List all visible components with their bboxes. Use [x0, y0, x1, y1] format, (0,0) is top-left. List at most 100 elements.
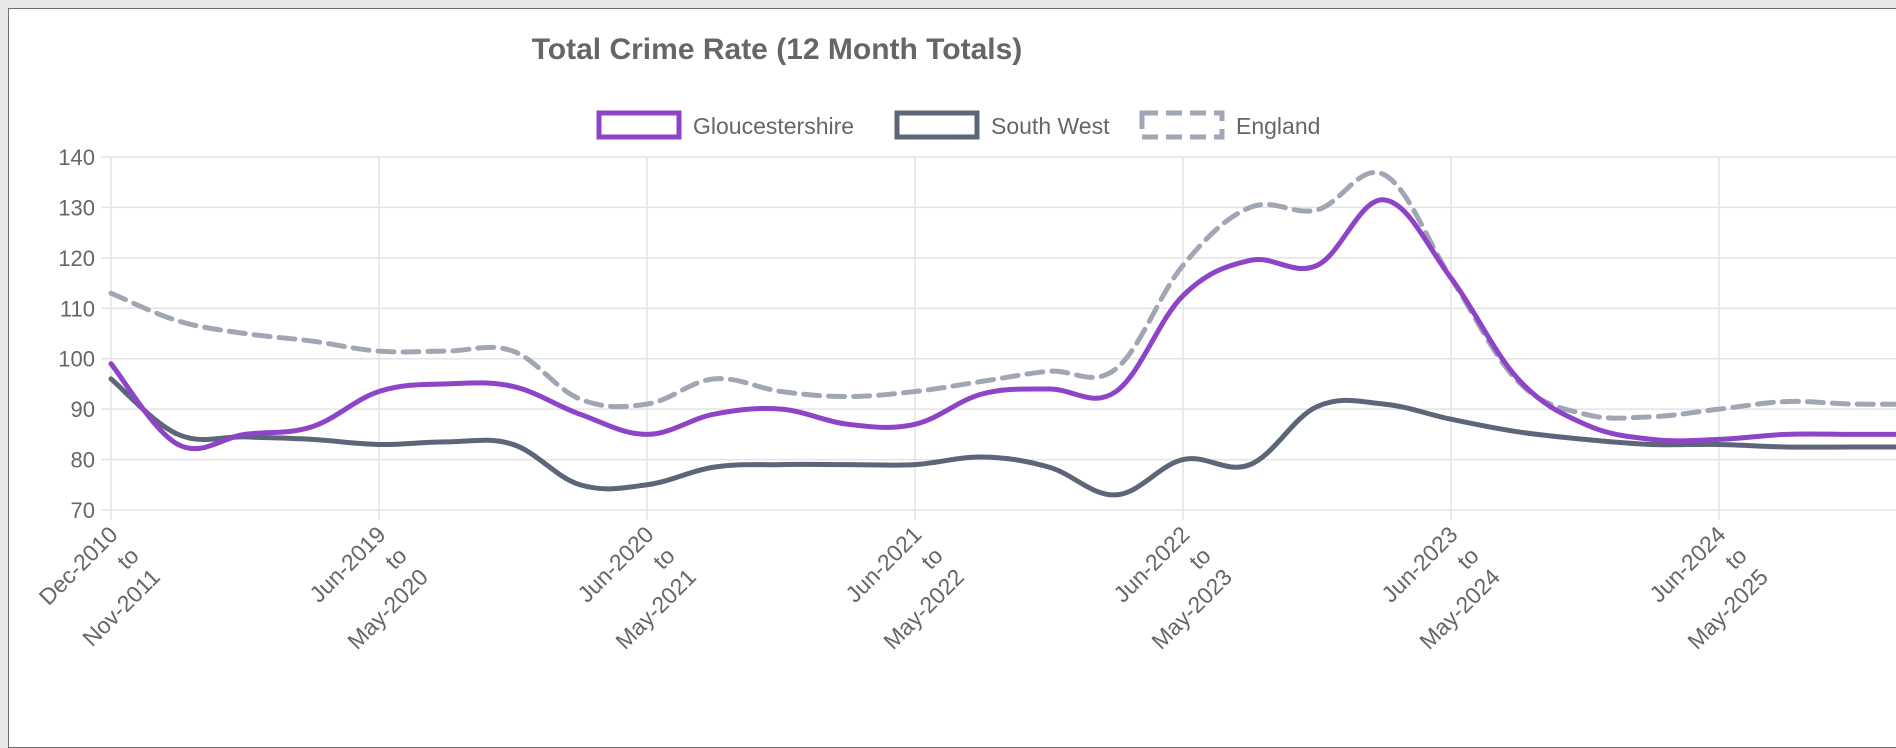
data-point[interactable] — [1311, 259, 1323, 271]
y-tick-label: 90 — [71, 397, 95, 422]
data-point[interactable] — [909, 385, 921, 397]
data-point[interactable] — [1713, 433, 1725, 445]
data-point[interactable] — [574, 408, 586, 420]
x-tick-label-line: May-2022 — [878, 564, 969, 655]
data-point[interactable] — [1780, 428, 1792, 440]
data-point[interactable] — [1378, 194, 1390, 206]
data-point[interactable] — [842, 391, 854, 403]
data-point[interactable] — [1311, 204, 1323, 216]
data-point[interactable] — [1177, 290, 1189, 302]
y-tick-label: 70 — [71, 498, 95, 523]
data-point[interactable] — [172, 438, 184, 450]
x-tick-label-line: to — [1720, 542, 1752, 574]
data-point[interactable] — [842, 418, 854, 430]
data-point[interactable] — [1244, 201, 1256, 213]
data-point[interactable] — [507, 380, 519, 392]
data-point[interactable] — [641, 479, 653, 491]
data-point[interactable] — [1177, 259, 1189, 271]
data-point[interactable] — [842, 459, 854, 471]
legend-swatch-1[interactable] — [894, 110, 980, 140]
data-point[interactable] — [1244, 459, 1256, 471]
data-point[interactable] — [105, 287, 117, 299]
data-point[interactable] — [1445, 413, 1457, 425]
data-point[interactable] — [1378, 169, 1390, 181]
data-point[interactable] — [1110, 385, 1122, 397]
data-point[interactable] — [976, 451, 988, 463]
data-point[interactable] — [775, 459, 787, 471]
data-point[interactable] — [1579, 418, 1591, 430]
data-point[interactable] — [507, 345, 519, 357]
data-point[interactable] — [1378, 398, 1390, 410]
data-point[interactable] — [708, 461, 720, 473]
data-point[interactable] — [306, 433, 318, 445]
data-point[interactable] — [373, 385, 385, 397]
data-point[interactable] — [172, 315, 184, 327]
y-axis: 70 80 90 100 110 120 130 140 — [58, 145, 111, 523]
legend-swatch-0[interactable] — [596, 110, 682, 140]
legend-label-0[interactable]: Gloucestershire — [693, 113, 854, 139]
y-tick-label: 100 — [58, 347, 95, 372]
data-point[interactable] — [440, 378, 452, 390]
x-tick-label: Jun-2022toMay-2023 — [1108, 521, 1237, 654]
x-tick-label-line: May-2021 — [610, 564, 701, 655]
data-point[interactable] — [373, 345, 385, 357]
data-point[interactable] — [641, 398, 653, 410]
series-line-england — [108, 170, 1896, 421]
data-point[interactable] — [574, 393, 586, 405]
data-point[interactable] — [1646, 433, 1658, 445]
data-point[interactable] — [239, 328, 251, 340]
data-point[interactable] — [574, 479, 586, 491]
data-point[interactable] — [239, 428, 251, 440]
data-point[interactable] — [1512, 373, 1524, 385]
x-tick-label-line: Jun-2020 — [572, 521, 658, 607]
data-point[interactable] — [1110, 489, 1122, 501]
data-point[interactable] — [105, 373, 117, 385]
data-point[interactable] — [1110, 363, 1122, 375]
data-point[interactable] — [1244, 254, 1256, 266]
data-point[interactable] — [306, 421, 318, 433]
data-point[interactable] — [507, 438, 519, 450]
data-point[interactable] — [373, 438, 385, 450]
data-point[interactable] — [1177, 454, 1189, 466]
data-point[interactable] — [440, 436, 452, 448]
data-point[interactable] — [1780, 441, 1792, 453]
data-point[interactable] — [1043, 383, 1055, 395]
data-point[interactable] — [976, 388, 988, 400]
data-point[interactable] — [708, 373, 720, 385]
data-point[interactable] — [440, 345, 452, 357]
data-point[interactable] — [641, 428, 653, 440]
chart-legend: Gloucestershire South West England — [596, 110, 1320, 140]
legend-label-1[interactable]: South West — [991, 113, 1110, 139]
data-point[interactable] — [909, 418, 921, 430]
legend-label-2[interactable]: England — [1236, 113, 1320, 139]
chart-title: Total Crime Rate (12 Month Totals) — [532, 33, 1023, 66]
legend-swatch-2[interactable] — [1139, 110, 1225, 140]
data-point[interactable] — [1847, 428, 1859, 440]
data-point[interactable] — [1780, 396, 1792, 408]
x-tick-label-text: Jun-2023toMay-2024 — [1372, 521, 1505, 654]
data-point[interactable] — [976, 375, 988, 387]
data-point[interactable] — [1579, 433, 1591, 445]
data-point[interactable] — [105, 358, 117, 370]
series-line-gloucestershire — [108, 197, 1896, 452]
data-point[interactable] — [1713, 403, 1725, 415]
y-tick-label: 110 — [60, 296, 95, 321]
x-tick-label: Dec-2010toNov-2011 — [34, 521, 165, 651]
data-point[interactable] — [775, 385, 787, 397]
data-point[interactable] — [909, 459, 921, 471]
data-point[interactable] — [306, 335, 318, 347]
x-tick-label-text: Jun-2019toMay-2020 — [300, 521, 433, 654]
data-point[interactable] — [1445, 272, 1457, 284]
data-point[interactable] — [1847, 398, 1859, 410]
data-point[interactable] — [708, 408, 720, 420]
data-point[interactable] — [1043, 365, 1055, 377]
data-point[interactable] — [1646, 411, 1658, 423]
data-point[interactable] — [1512, 426, 1524, 438]
data-point[interactable] — [1847, 441, 1859, 453]
data-point[interactable] — [1043, 461, 1055, 473]
data-point[interactable] — [775, 403, 787, 415]
x-tick-label-line: Jun-2019 — [304, 521, 390, 607]
x-tick-label: Jun-2024toMay-2025 — [1644, 521, 1773, 654]
data-point[interactable] — [1311, 401, 1323, 413]
x-tick-label: Jun-2019toMay-2020 — [300, 521, 433, 654]
